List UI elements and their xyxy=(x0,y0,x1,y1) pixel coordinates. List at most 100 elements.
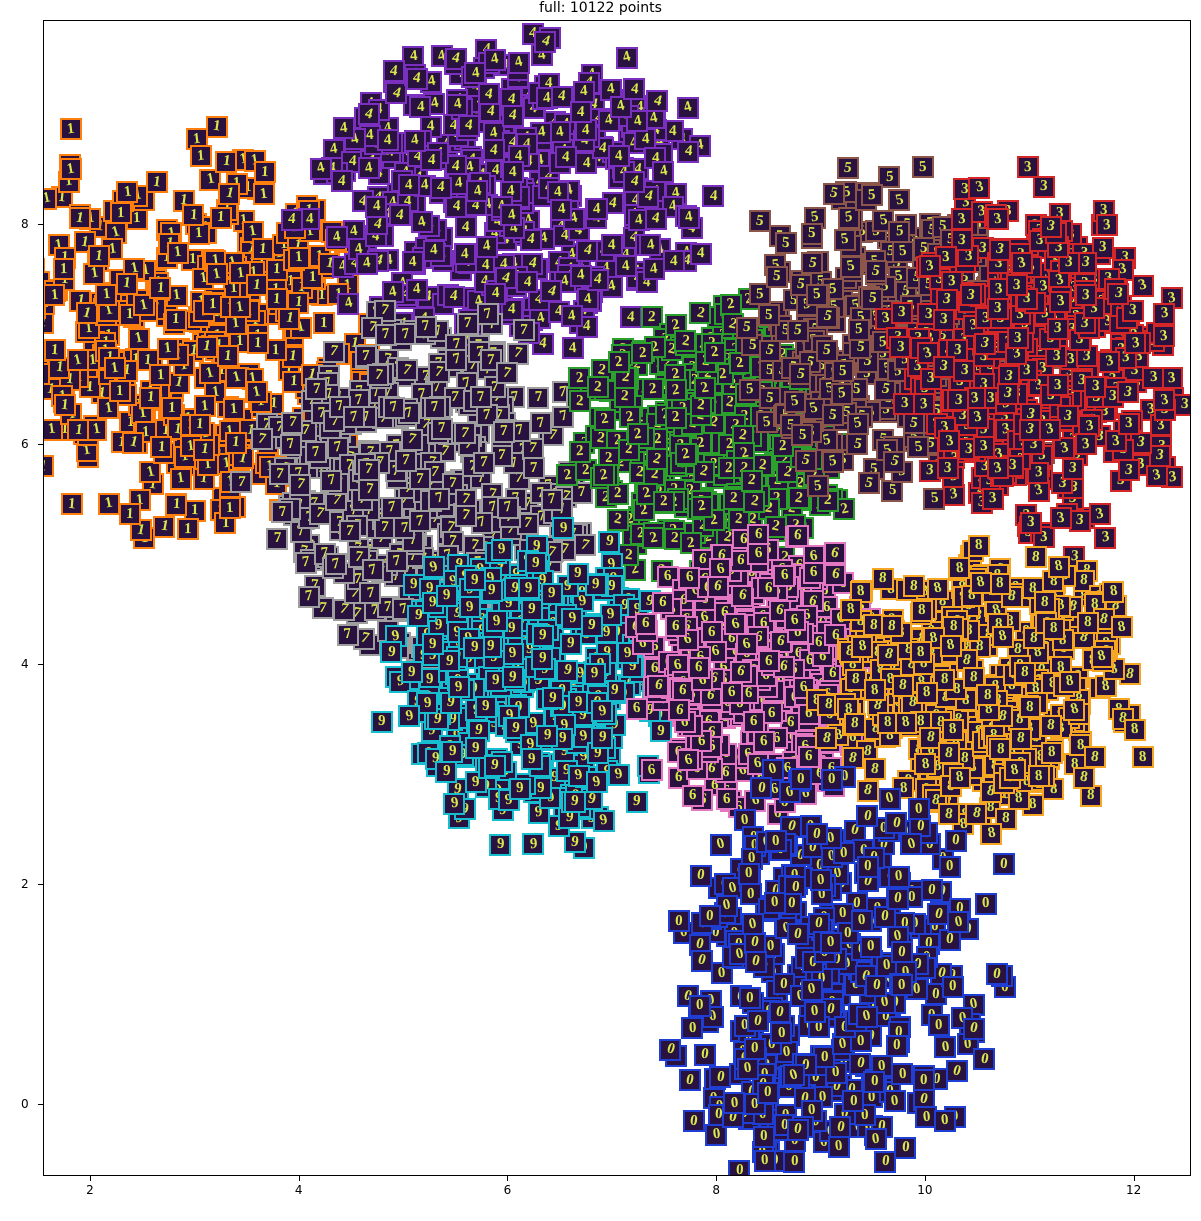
digit-thumbnail: 9 xyxy=(475,696,497,718)
digit-thumbnail: 6 xyxy=(678,567,700,589)
digit-thumbnail: 7 xyxy=(266,528,288,550)
digit-thumbnail: 9 xyxy=(598,531,620,553)
digit-thumbnail: 4 xyxy=(446,94,468,116)
digit-thumbnail: 9 xyxy=(436,585,458,607)
digit-thumbnail: 7 xyxy=(401,429,423,451)
digit-thumbnail: 9 xyxy=(371,711,393,733)
digit-thumbnail: 0 xyxy=(683,1110,705,1132)
digit-thumbnail: 0 xyxy=(986,963,1008,985)
digit-thumbnail: 0 xyxy=(857,856,879,878)
digit-thumbnail: 5 xyxy=(822,404,844,426)
digit-thumbnail: 1 xyxy=(53,258,75,280)
digit-thumbnail: 3 xyxy=(1132,275,1154,297)
digit-thumbnail: 7 xyxy=(530,412,552,434)
digit-thumbnail: 3 xyxy=(1069,510,1091,532)
digit-thumbnail: 9 xyxy=(552,517,574,539)
digit-thumbnail: 0 xyxy=(770,1022,792,1044)
digit-thumbnail: 1 xyxy=(119,503,141,525)
digit-thumbnail: 0 xyxy=(874,1151,896,1173)
digit-thumbnail: 7 xyxy=(271,501,293,523)
digit-thumbnail: 1 xyxy=(288,247,310,269)
digit-thumbnail: 6 xyxy=(668,699,690,721)
digit-thumbnail: 9 xyxy=(509,778,531,800)
digit-thumbnail: 5 xyxy=(749,210,771,232)
digit-thumbnail: 3 xyxy=(937,457,959,479)
digit-thumbnail: 5 xyxy=(840,256,862,278)
digit-thumbnail: 9 xyxy=(650,720,672,742)
digit-thumbnail: 9 xyxy=(522,833,544,855)
digit-thumbnail: 7 xyxy=(323,341,345,363)
digit-thumbnail: 5 xyxy=(784,391,806,413)
digit-thumbnail: 9 xyxy=(541,583,563,605)
digit-thumbnail: 7 xyxy=(281,412,303,434)
digit-thumbnail: 0 xyxy=(691,950,713,972)
digit-thumbnail: 8 xyxy=(910,641,932,663)
digit-thumbnail: 4 xyxy=(639,234,661,256)
digit-thumbnail: 8 xyxy=(872,568,894,590)
digit-thumbnail: 0 xyxy=(879,788,901,810)
digit-thumbnail: 2 xyxy=(704,342,726,364)
digit-thumbnail: 4 xyxy=(576,240,598,262)
digit-thumbnail: 0 xyxy=(887,888,909,910)
digit-thumbnail: 3 xyxy=(1117,381,1139,403)
digit-thumbnail: 1 xyxy=(109,380,131,402)
digit-thumbnail: 7 xyxy=(305,378,327,400)
digit-thumbnail: 8 xyxy=(1014,662,1036,684)
digit-thumbnail: 9 xyxy=(584,663,606,685)
digit-thumbnail: 1 xyxy=(110,202,132,224)
digit-thumbnail: 4 xyxy=(331,170,353,192)
digit-thumbnail: 2 xyxy=(675,443,697,465)
digit-thumbnail: 0 xyxy=(804,1001,826,1023)
digit-thumbnail: 0 xyxy=(888,866,910,888)
digit-thumbnail: 2 xyxy=(607,509,629,531)
digit-thumbnail: 8 xyxy=(989,573,1011,595)
digit-thumbnail: 0 xyxy=(860,936,882,958)
digit-thumbnail: 0 xyxy=(787,923,809,945)
xtick-mark xyxy=(507,1176,508,1181)
digit-thumbnail: 1 xyxy=(313,312,335,334)
digit-thumbnail: 6 xyxy=(784,609,806,631)
digit-thumbnail: 0 xyxy=(942,976,964,998)
digit-thumbnail: 6 xyxy=(736,633,758,655)
digit-thumbnail: 0 xyxy=(886,1035,908,1057)
ytick-mark xyxy=(38,224,43,225)
digit-thumbnail: 1 xyxy=(44,339,66,361)
digit-thumbnail: 3 xyxy=(1096,214,1118,236)
digit-thumbnail: 7 xyxy=(473,452,495,474)
digit-thumbnail: 8 xyxy=(1025,546,1047,568)
digit-thumbnail: 6 xyxy=(803,562,825,584)
digit-thumbnail: 6 xyxy=(677,749,699,771)
digit-thumbnail: 1 xyxy=(246,381,268,403)
digit-thumbnail: 5 xyxy=(789,363,811,385)
digit-thumbnail: 0 xyxy=(884,1090,906,1112)
digit-thumbnail: 8 xyxy=(976,684,998,706)
digit-thumbnail: 9 xyxy=(463,637,485,659)
digit-thumbnail: 3 xyxy=(1094,527,1116,549)
digit-thumbnail: 0 xyxy=(891,1063,913,1085)
digit-thumbnail: 4 xyxy=(377,129,399,151)
digit-thumbnail: 8 xyxy=(881,615,903,637)
digit-thumbnail: 3 xyxy=(1062,458,1084,480)
digit-thumbnail: 3 xyxy=(1089,503,1111,525)
digit-thumbnail: 6 xyxy=(824,542,846,564)
digit-thumbnail: 1 xyxy=(95,284,117,306)
digit-thumbnail: 3 xyxy=(1124,332,1146,354)
digit-thumbnail: 1 xyxy=(104,357,126,379)
digit-thumbnail: 3 xyxy=(1153,325,1175,347)
xtick-mark xyxy=(299,1176,300,1181)
digit-thumbnail: 4 xyxy=(358,157,380,179)
digit-thumbnail: 5 xyxy=(846,433,868,455)
digit-thumbnail: 3 xyxy=(1050,507,1072,529)
digit-thumbnail: 0 xyxy=(820,932,842,954)
digit-thumbnail: 9 xyxy=(448,676,470,698)
ytick-mark xyxy=(38,444,43,445)
digit-thumbnail: 6 xyxy=(665,615,687,637)
digit-thumbnail: 0 xyxy=(790,768,812,790)
digit-thumbnail: 8 xyxy=(938,803,960,825)
digit-thumbnail: 5 xyxy=(861,184,883,206)
digit-thumbnail: 4 xyxy=(476,236,498,258)
digit-thumbnail: 4 xyxy=(608,145,630,167)
digit-thumbnail: 6 xyxy=(707,576,729,598)
digit-thumbnail: 6 xyxy=(688,657,710,679)
digit-thumbnail: 1 xyxy=(67,349,89,371)
